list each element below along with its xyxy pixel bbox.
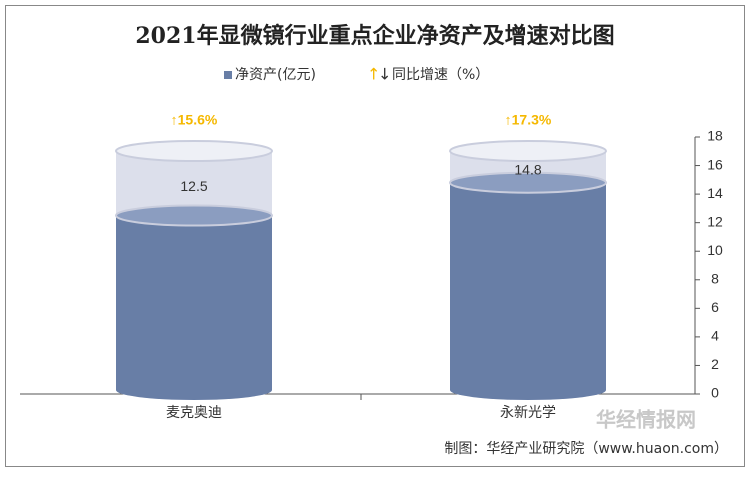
y-tick-label: 12 (707, 213, 723, 229)
bar-top (449, 171, 607, 194)
y-tick-label: 2 (711, 356, 719, 372)
x-tick-label: 永新光学 (500, 405, 556, 421)
cylinder-background-top (115, 140, 273, 162)
y-tick-label: 16 (707, 156, 723, 172)
legend-symbol: ↑ (367, 65, 380, 84)
cylinder-background-top (449, 140, 607, 162)
bar (116, 215, 272, 400)
source: 制图：华经产业研究院（www.huaon.com） (444, 441, 728, 457)
bar-top (115, 204, 273, 227)
y-tick-label: 14 (707, 185, 723, 201)
y-tick-label: 10 (707, 242, 723, 258)
y-tick-label: 8 (711, 270, 719, 286)
y-tick-label: 18 (707, 128, 723, 144)
y-tick-label: 0 (711, 385, 719, 401)
legend-label: 净资产(亿元) (235, 67, 316, 83)
watermark: 华经情报网 (596, 408, 696, 432)
legend-swatch (224, 71, 232, 79)
y-tick-label: 6 (711, 299, 719, 315)
legend-label: 同比增速（%） (392, 67, 489, 83)
chart-title: 2021年显微镜行业重点企业净资产及增速对比图 (135, 23, 614, 49)
legend-symbol: ↓ (378, 65, 391, 84)
x-tick-label: 麦克奥迪 (166, 404, 222, 421)
y-tick-label: 4 (711, 328, 719, 344)
growth-label: ↑17.3% (505, 112, 552, 128)
data-label: 14.8 (514, 162, 541, 178)
bar (450, 182, 606, 400)
growth-label: ↑15.6% (171, 112, 218, 128)
data-label: 12.5 (180, 178, 207, 194)
